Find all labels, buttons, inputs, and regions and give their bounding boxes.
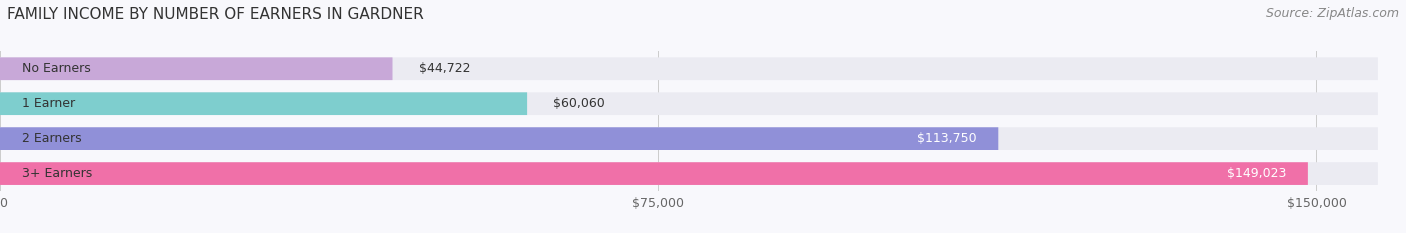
Text: $44,722: $44,722 [419,62,471,75]
FancyBboxPatch shape [0,92,1378,115]
FancyBboxPatch shape [0,57,392,80]
Text: 2 Earners: 2 Earners [22,132,82,145]
FancyBboxPatch shape [0,162,1308,185]
Text: 3+ Earners: 3+ Earners [22,167,93,180]
FancyBboxPatch shape [0,162,1378,185]
Text: Source: ZipAtlas.com: Source: ZipAtlas.com [1265,7,1399,20]
Text: 1 Earner: 1 Earner [22,97,75,110]
Text: FAMILY INCOME BY NUMBER OF EARNERS IN GARDNER: FAMILY INCOME BY NUMBER OF EARNERS IN GA… [7,7,423,22]
FancyBboxPatch shape [0,127,998,150]
Text: $60,060: $60,060 [554,97,605,110]
Text: $149,023: $149,023 [1226,167,1286,180]
Text: No Earners: No Earners [22,62,91,75]
Text: $113,750: $113,750 [917,132,976,145]
FancyBboxPatch shape [0,127,1378,150]
FancyBboxPatch shape [0,92,527,115]
FancyBboxPatch shape [0,57,1378,80]
